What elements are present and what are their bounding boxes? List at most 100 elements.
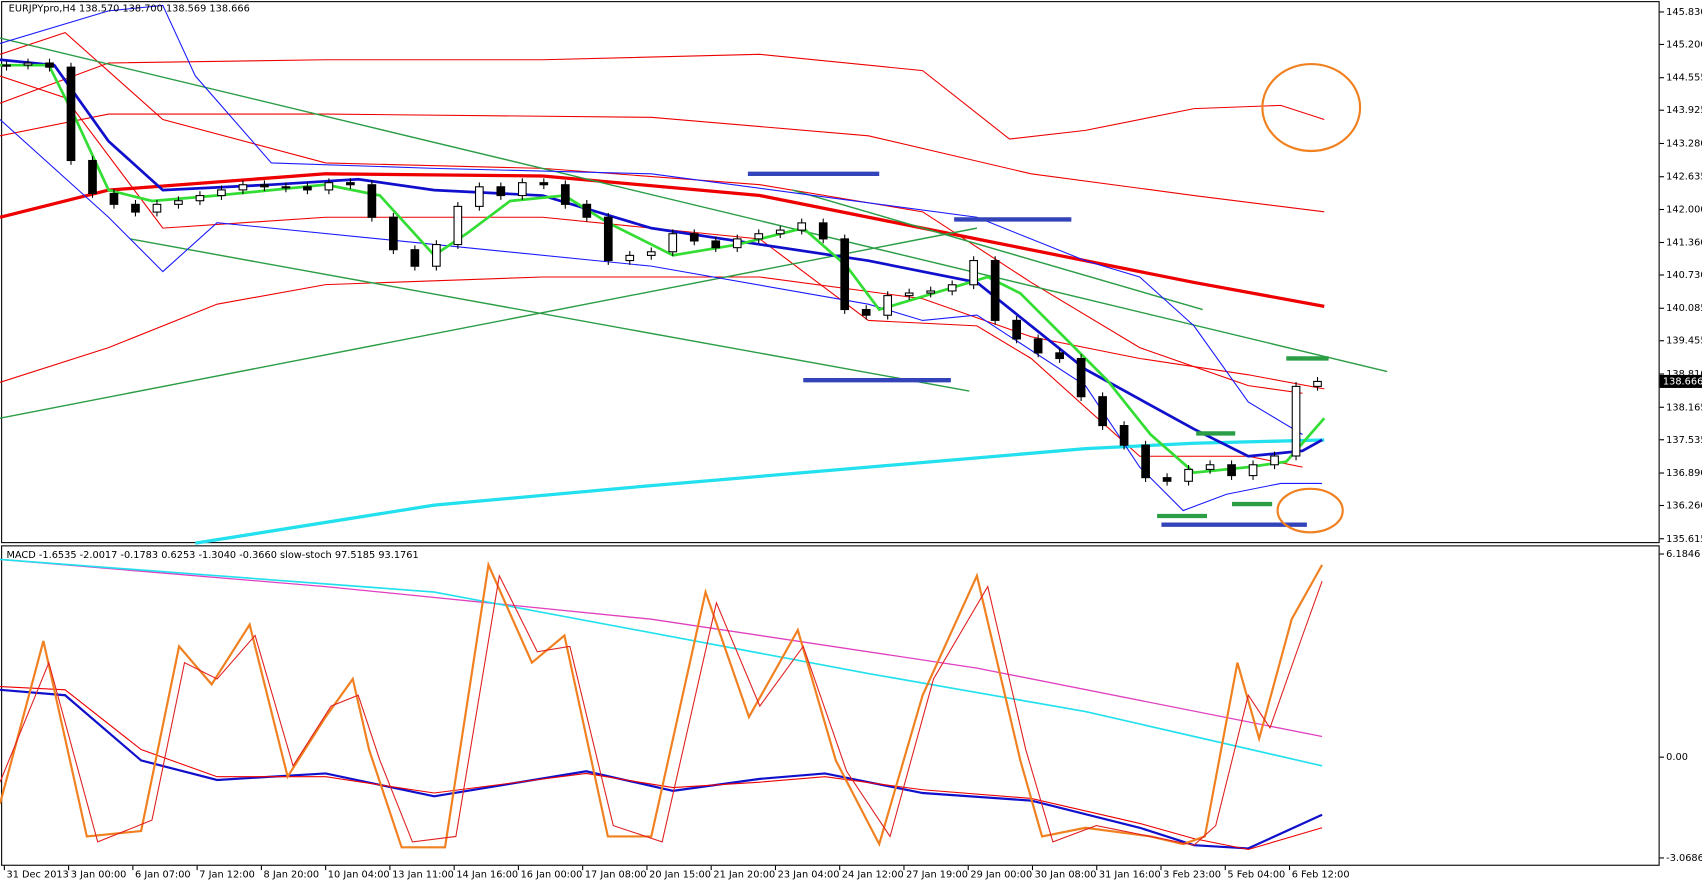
red-band [0, 53, 1325, 140]
candle [2, 64, 11, 67]
red-band [0, 31, 1303, 394]
candle [840, 238, 850, 311]
candle [66, 66, 76, 162]
candle [775, 229, 785, 235]
chart-marks: 145.830 145.200 144.555 143.925 143.280 142.6… [2, 7, 1702, 880]
candle [625, 254, 635, 262]
y-tick-label: 139.455 [1666, 336, 1702, 347]
candle [88, 159, 97, 195]
x-tick-label: 16 Jan 00:00 [521, 869, 583, 880]
candle [432, 244, 441, 267]
y2-tick-label: 0.00 [1666, 752, 1688, 763]
cyan-line [0, 558, 1323, 767]
candle [646, 251, 656, 256]
indicators [0, 4, 1388, 851]
candle [45, 62, 54, 68]
x-tick-label: 23 Jan 04:00 [778, 869, 840, 880]
candle [1184, 468, 1193, 482]
candle [1076, 357, 1086, 398]
candle [152, 203, 162, 213]
candle [883, 295, 893, 316]
candle [346, 182, 355, 186]
x-tick-label: 17 Jan 08:00 [585, 869, 647, 880]
x-tick-label: 6 Feb 12:00 [1292, 869, 1350, 880]
candle [560, 184, 570, 205]
candle [969, 260, 978, 286]
candle [1248, 464, 1258, 477]
candle [1033, 338, 1043, 354]
candle [1270, 455, 1279, 466]
x-tick-label: 20 Jan 15:00 [649, 869, 711, 880]
x-tick-label: 3 Feb 23:00 [1163, 869, 1221, 880]
y-tick-label: 135.615 [1666, 534, 1702, 545]
y-tick-label: 142.000 [1666, 204, 1702, 215]
candle [689, 233, 699, 242]
candle [474, 186, 484, 207]
candle [1055, 352, 1064, 360]
y-tick-label: 138.165 [1666, 402, 1702, 413]
x-tick-label: 5 Feb 04:00 [1227, 869, 1285, 880]
x-tick-label: 30 Jan 08:00 [1035, 869, 1097, 880]
y-tick-label: 138.810 [1666, 369, 1702, 380]
candle [1291, 385, 1301, 457]
highlight-circle [1261, 63, 1362, 153]
trendline [0, 37, 1388, 373]
candle [131, 203, 140, 213]
x-tick-label: 14 Jan 16:00 [456, 869, 518, 880]
y-tick-label: 144.555 [1666, 73, 1702, 84]
x-tick-label: 27 Jan 19:00 [906, 869, 968, 880]
blue-band [0, 119, 1323, 512]
red-band [0, 113, 1325, 213]
x-tick-label: 13 Jan 11:00 [392, 869, 454, 880]
candle [195, 195, 205, 202]
trendline [0, 227, 978, 419]
trendline [792, 189, 1203, 311]
y-tick-label: 140.730 [1666, 270, 1702, 281]
candle [582, 203, 592, 218]
candle [1119, 425, 1129, 446]
candle [732, 238, 742, 249]
candle [539, 182, 549, 186]
level-lines [1157, 356, 1329, 519]
candle [217, 189, 226, 197]
y-tick-label: 142.635 [1666, 172, 1702, 183]
candle [303, 186, 312, 191]
candle [410, 249, 420, 267]
x-tick-label: 10 Jan 04:00 [328, 869, 390, 880]
candle [260, 184, 269, 188]
candle [109, 192, 119, 205]
indicator-pane [1, 545, 1660, 866]
candle [389, 216, 398, 251]
x-tick-label: 6 Jan 07:00 [135, 869, 191, 880]
x-tick-label: 24 Jan 12:00 [842, 869, 904, 880]
blue-band [0, 4, 1303, 435]
candle [861, 308, 871, 316]
candle [711, 240, 721, 249]
blue-ma [0, 58, 1323, 458]
candle [367, 184, 377, 218]
y-tick-label: 143.280 [1666, 138, 1702, 149]
indicator-title: MACD -1.6535 -2.0017 -0.1783 0.6253 -1.3… [7, 550, 419, 561]
candle [603, 216, 613, 262]
magenta-line [0, 558, 1323, 738]
y-tick-label: 136.890 [1666, 468, 1702, 479]
y-tick-label: 145.830 [1666, 7, 1702, 18]
trendline [130, 238, 970, 392]
candle [324, 182, 334, 191]
candle [1098, 396, 1107, 427]
current-price: 138.666 [1663, 376, 1702, 387]
red-band [0, 276, 1325, 390]
candle [23, 62, 33, 66]
candle [947, 284, 957, 292]
candle [238, 184, 248, 191]
candle [904, 292, 914, 297]
x-tick-label: 29 Jan 00:00 [970, 869, 1032, 880]
candle [1141, 444, 1150, 479]
signal-line [0, 686, 1323, 851]
x-tick-label: 21 Jan 20:00 [713, 869, 775, 880]
x-tick-label: 7 Jan 12:00 [199, 869, 255, 880]
x-tick-label: 31 Jan 16:00 [1099, 869, 1161, 880]
